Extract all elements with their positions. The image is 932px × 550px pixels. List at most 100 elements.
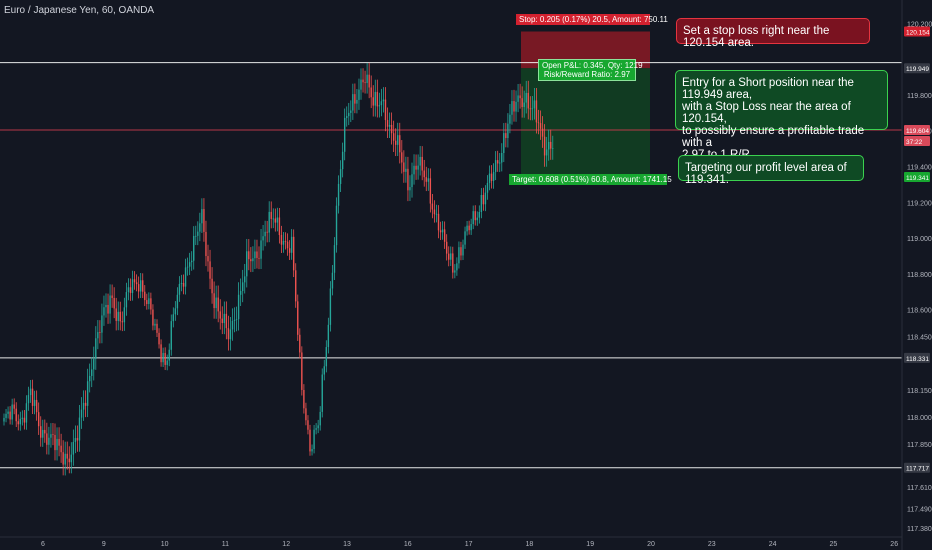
candle-body xyxy=(260,240,262,259)
candle-body xyxy=(176,294,179,309)
price-badge-bg xyxy=(904,26,930,37)
candle-body xyxy=(448,253,450,260)
candle-body xyxy=(394,140,397,145)
candle-body xyxy=(48,437,50,445)
candle-body xyxy=(133,279,136,283)
candle-body xyxy=(139,280,142,292)
candle-body xyxy=(433,209,436,215)
candle-body xyxy=(60,445,62,453)
pnl-label: Open P&L: 0.345, Qty: 1219 Risk/Reward R… xyxy=(538,59,643,81)
y-tick-label: 118.000 xyxy=(907,415,932,422)
candle-body xyxy=(42,429,44,438)
price-badge-6: 117.717 xyxy=(904,462,930,473)
candle-body xyxy=(439,230,442,233)
price-badge-label: 119.604 xyxy=(906,128,929,135)
candle-body xyxy=(462,244,464,256)
candle-body xyxy=(86,381,89,406)
chart-title: Euro / Japanese Yen, 60, OANDA xyxy=(4,5,155,16)
candle-body xyxy=(496,160,499,164)
candle-body xyxy=(327,324,330,348)
candle-body xyxy=(456,263,458,271)
candle-body xyxy=(427,178,430,182)
candle-body xyxy=(525,92,527,103)
x-tick-label: 12 xyxy=(282,541,290,548)
x-tick-label: 24 xyxy=(769,541,777,548)
x-tick-label: 13 xyxy=(343,541,351,548)
candle-body xyxy=(146,300,148,304)
candle-body xyxy=(376,91,379,107)
y-tick-label: 117.490 xyxy=(907,506,932,513)
candle-body xyxy=(419,156,421,166)
price-badge-bg xyxy=(904,172,930,183)
candle-body xyxy=(27,395,30,404)
candle-body xyxy=(547,141,550,150)
candle-body xyxy=(103,307,105,316)
candle-body xyxy=(523,102,525,107)
candle-body xyxy=(337,183,340,206)
candle-body xyxy=(425,177,427,182)
candle-body xyxy=(388,124,391,127)
candle-body xyxy=(7,411,9,414)
entry-note-line-2: with a Stop Loss near the area of 120.15… xyxy=(682,101,851,125)
candle-body xyxy=(68,458,70,463)
candle-body xyxy=(207,256,209,262)
price-badge-3: 37:22 xyxy=(904,135,930,146)
candle-body xyxy=(292,236,295,271)
candle-body xyxy=(235,319,238,321)
candle-body xyxy=(158,332,160,345)
candle-body xyxy=(74,438,77,442)
candle-body xyxy=(52,434,54,436)
candle-body xyxy=(152,309,154,326)
candle-body xyxy=(270,211,272,219)
candle-body xyxy=(117,311,119,321)
candle-body xyxy=(311,449,313,452)
candle-body xyxy=(552,148,554,149)
price-badge-5: 118.331 xyxy=(904,352,930,363)
candle-body xyxy=(515,101,517,112)
candle-body xyxy=(323,366,325,375)
candle-body xyxy=(505,133,507,139)
target-note: Targeting our profit level area of 119.3… xyxy=(678,155,864,186)
candle-body xyxy=(468,225,470,231)
candle-body xyxy=(233,319,236,321)
x-tick-label: 18 xyxy=(526,541,534,548)
x-tick-label: 19 xyxy=(586,541,594,548)
price-badge-label: 120.154 xyxy=(906,30,930,37)
candle-body xyxy=(299,334,301,353)
candle-body xyxy=(509,114,511,124)
candle-body xyxy=(288,248,291,253)
candle-body xyxy=(162,352,164,363)
candle-body xyxy=(31,388,34,406)
candle-body xyxy=(378,105,381,107)
candle-body xyxy=(225,313,228,329)
candle-body xyxy=(486,182,489,193)
entry-note-line-3: to possibly ensure a profitable trade wi… xyxy=(682,125,865,149)
candle-body xyxy=(282,240,285,245)
price-badge-1: 119.949 xyxy=(904,63,930,74)
candle-body xyxy=(19,418,22,425)
candle-body xyxy=(84,402,87,406)
candle-body xyxy=(368,74,370,88)
candle-body xyxy=(252,258,254,262)
candle-body xyxy=(5,413,7,418)
price-badge-label: 37:22 xyxy=(906,139,923,146)
x-tick-label: 26 xyxy=(890,541,898,548)
candle-body xyxy=(286,241,289,249)
candle-body xyxy=(384,99,387,121)
candle-body xyxy=(58,438,60,446)
candle-body xyxy=(50,434,52,438)
candle-body xyxy=(246,251,248,277)
candle-body xyxy=(460,247,462,256)
candle-body xyxy=(156,323,158,333)
candle-body xyxy=(241,282,244,291)
candle-body xyxy=(472,211,474,225)
candle-body xyxy=(262,236,264,241)
candle-body xyxy=(46,433,48,445)
price-badge-bg xyxy=(904,124,930,135)
candle-body xyxy=(513,101,515,112)
candle-body xyxy=(105,304,107,308)
candle-body xyxy=(543,136,546,156)
candle-body xyxy=(372,97,374,106)
candle-body xyxy=(203,209,205,232)
